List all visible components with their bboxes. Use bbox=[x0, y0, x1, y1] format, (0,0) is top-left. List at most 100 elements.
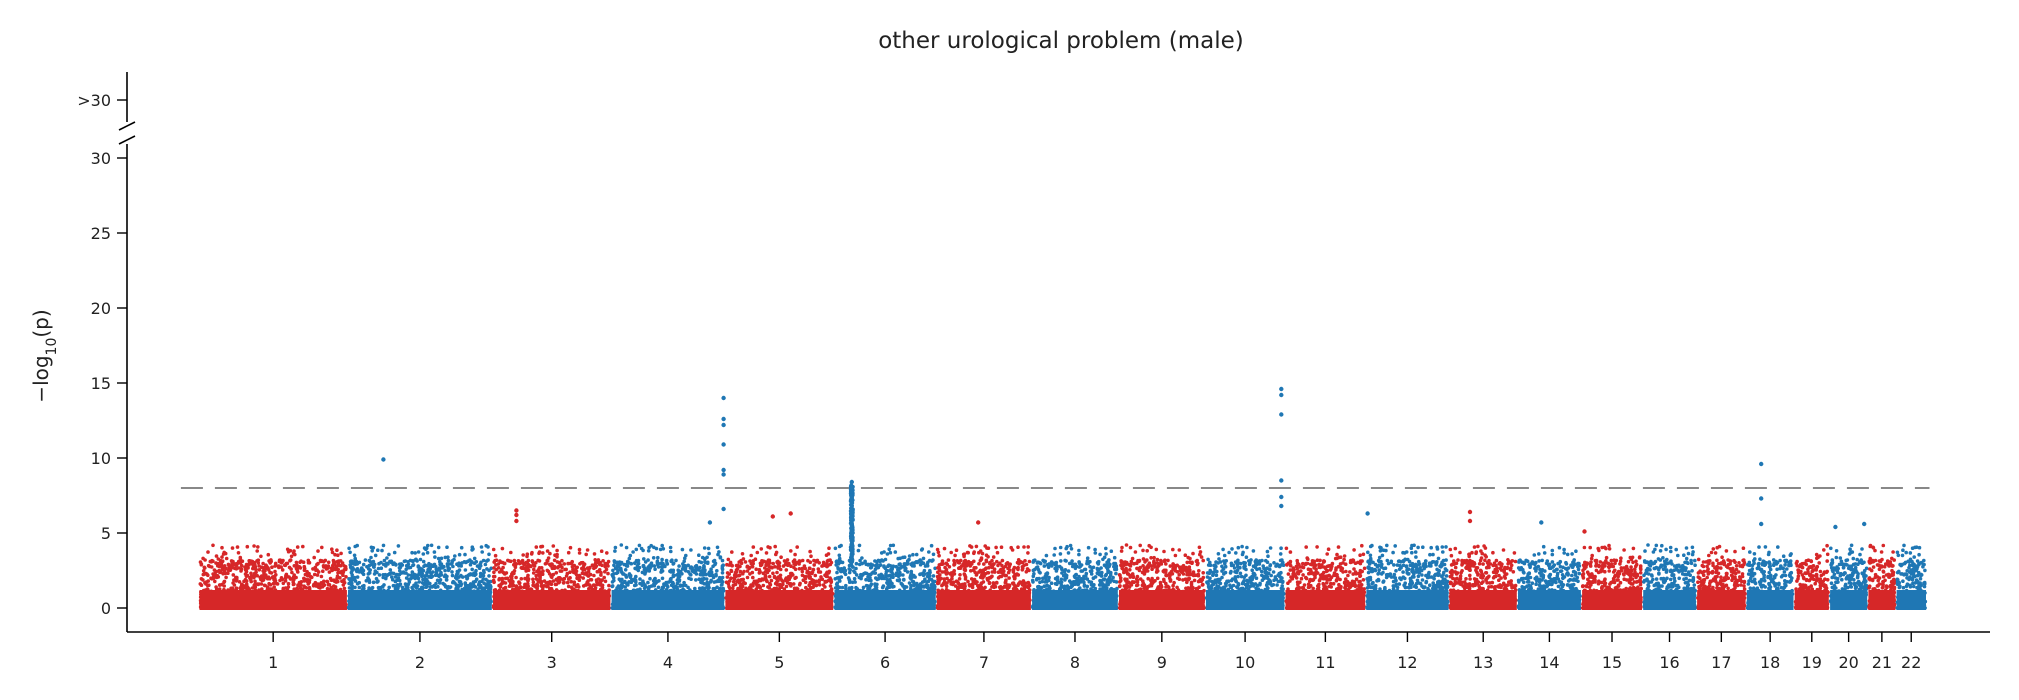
snp-point bbox=[926, 586, 931, 590]
snp-point bbox=[525, 586, 529, 590]
snp-point bbox=[437, 574, 442, 578]
snp-point bbox=[402, 559, 407, 564]
snp-point bbox=[369, 555, 373, 560]
snp-point bbox=[368, 560, 373, 564]
snp-point bbox=[290, 570, 294, 575]
snp-point bbox=[612, 563, 616, 568]
snp-point bbox=[299, 580, 304, 584]
snp-point bbox=[364, 579, 369, 583]
snp-point bbox=[571, 569, 575, 573]
snp-point bbox=[619, 568, 623, 572]
snp-point bbox=[545, 559, 550, 563]
snp-point bbox=[729, 568, 733, 573]
snp-point bbox=[643, 566, 647, 571]
snp-point bbox=[656, 585, 661, 590]
snp-point bbox=[843, 572, 848, 577]
snp-point bbox=[929, 577, 934, 582]
snp-point bbox=[804, 575, 808, 579]
snp-point bbox=[446, 564, 450, 568]
snp-point bbox=[416, 564, 421, 568]
snp-point bbox=[597, 562, 602, 567]
snp-point bbox=[421, 559, 426, 564]
snp-point bbox=[594, 560, 598, 565]
snp-point bbox=[477, 566, 482, 570]
snp-point bbox=[258, 575, 262, 580]
snp-point bbox=[372, 563, 376, 567]
snp-point bbox=[785, 558, 790, 562]
snp-point bbox=[481, 558, 486, 563]
snp-point bbox=[277, 564, 281, 568]
snp-point bbox=[751, 575, 755, 580]
snp-point bbox=[649, 543, 653, 548]
snp-point bbox=[347, 581, 351, 586]
snp-point bbox=[273, 569, 277, 574]
snp-point bbox=[848, 568, 852, 572]
snp-point bbox=[738, 564, 742, 569]
snp-point bbox=[754, 567, 758, 571]
snp-point bbox=[773, 565, 777, 569]
snp-point bbox=[326, 560, 331, 565]
snp-point bbox=[680, 572, 684, 576]
snp-point bbox=[703, 560, 707, 564]
snp-point bbox=[766, 585, 770, 589]
snp-point bbox=[493, 553, 498, 558]
chromosome-4-band bbox=[611, 590, 725, 610]
data-points bbox=[198, 386, 1928, 610]
snp-point bbox=[602, 575, 606, 580]
snp-point bbox=[360, 584, 365, 589]
snp-point bbox=[379, 566, 384, 570]
snp-point bbox=[568, 545, 573, 550]
snp-point bbox=[720, 558, 725, 563]
snp-point bbox=[680, 567, 685, 571]
chromosome-1-points bbox=[198, 543, 348, 610]
snp-point bbox=[856, 548, 861, 553]
snp-point bbox=[252, 575, 256, 580]
snp-point bbox=[434, 581, 438, 586]
snp-point bbox=[232, 583, 237, 587]
snp-point bbox=[261, 561, 265, 566]
snp-point bbox=[411, 563, 415, 568]
snp-point bbox=[927, 550, 931, 554]
snp-point bbox=[646, 549, 651, 553]
snp-point bbox=[617, 577, 622, 581]
snp-point bbox=[206, 573, 210, 578]
snp-point bbox=[244, 574, 249, 578]
snp-point bbox=[539, 566, 544, 570]
snp-point bbox=[635, 567, 639, 571]
snp-point bbox=[325, 580, 330, 584]
snp-point bbox=[286, 581, 291, 586]
snp-point bbox=[486, 585, 490, 590]
snp-point bbox=[418, 557, 423, 562]
snp-point bbox=[732, 577, 737, 581]
snp-point bbox=[327, 570, 332, 574]
snp-point bbox=[498, 560, 503, 564]
snp-point bbox=[610, 584, 615, 588]
snp-point bbox=[676, 568, 680, 572]
snp-point bbox=[619, 583, 624, 587]
snp-point bbox=[450, 559, 455, 563]
snp-point bbox=[384, 564, 388, 568]
snp-point bbox=[771, 571, 775, 576]
snp-point bbox=[357, 570, 362, 574]
snp-point bbox=[739, 561, 744, 565]
snp-point bbox=[727, 579, 732, 583]
snp-point bbox=[245, 544, 250, 549]
snp-point bbox=[642, 586, 647, 591]
snp-point bbox=[531, 580, 536, 585]
snp-point bbox=[281, 558, 285, 563]
snp-point bbox=[252, 583, 256, 588]
snp-point bbox=[634, 574, 638, 579]
snp-point bbox=[460, 575, 465, 579]
snp-point bbox=[341, 573, 345, 577]
snp-point bbox=[484, 577, 488, 582]
snp-point bbox=[902, 555, 907, 559]
snp-point bbox=[725, 575, 730, 579]
snp-point bbox=[429, 543, 434, 548]
snp-point bbox=[517, 581, 522, 585]
snp-point bbox=[658, 547, 663, 552]
snp-point bbox=[730, 550, 734, 554]
snp-point bbox=[631, 550, 635, 554]
snp-point bbox=[759, 547, 764, 551]
snp-point bbox=[593, 565, 598, 569]
